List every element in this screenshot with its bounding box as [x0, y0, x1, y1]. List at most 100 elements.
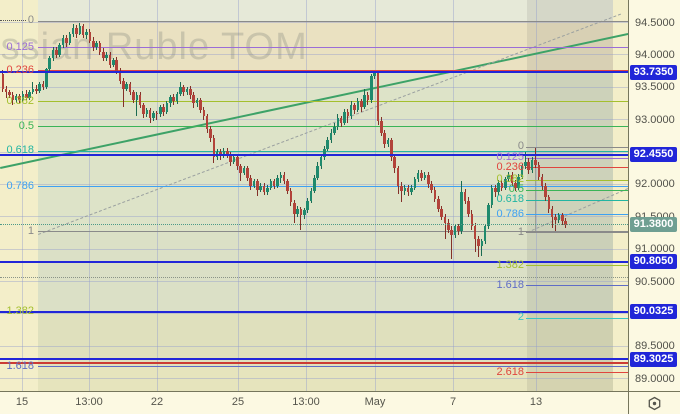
candle-body — [550, 208, 554, 217]
fib-minor-label: 0.125 — [496, 151, 524, 164]
candle-body — [145, 109, 149, 115]
price-level-badge: 90.0325 — [630, 304, 677, 320]
candle-body — [38, 84, 41, 92]
candle-wick — [481, 238, 483, 256]
fib-major-line — [38, 150, 628, 152]
candle-body — [490, 187, 494, 206]
grid-line-horizontal — [0, 54, 628, 56]
candle-body — [292, 202, 296, 214]
axis-settings-corner[interactable] — [629, 392, 680, 414]
fib-minor-label: 2.618 — [496, 365, 524, 378]
candle-body — [225, 150, 229, 156]
candle-body — [148, 109, 152, 119]
candle-body — [416, 172, 420, 180]
grid-line-horizontal — [0, 313, 628, 315]
grid-line-horizontal — [0, 22, 628, 23]
grid-line-vertical — [156, 0, 158, 391]
candle-body — [222, 150, 226, 156]
candle-wick — [136, 92, 138, 117]
fib-major-line — [38, 20, 628, 22]
dotted-price-line — [0, 223, 628, 225]
candle-wick — [374, 71, 376, 80]
candle-body — [142, 105, 145, 115]
price-tick-label: 94.5000 — [635, 16, 675, 29]
candle-body — [497, 183, 500, 193]
candle-body — [229, 155, 232, 162]
candle-body — [343, 111, 346, 123]
candle-body — [547, 197, 551, 209]
candle-body — [530, 159, 534, 171]
candle-body — [51, 49, 55, 59]
settings-hexagon-icon[interactable] — [647, 396, 662, 411]
candle-body — [393, 157, 397, 169]
candle-wick — [32, 82, 34, 95]
grid-line-horizontal — [0, 86, 628, 88]
background-band — [38, 232, 613, 312]
fib-minor-line — [526, 146, 628, 148]
candle-wick — [555, 214, 557, 231]
axis-separator-vertical — [628, 0, 629, 414]
candle-body — [527, 161, 531, 171]
fib-minor-line — [526, 157, 628, 159]
candle-body — [266, 187, 269, 193]
support-resistance-line — [0, 70, 628, 74]
candle-body — [336, 118, 340, 128]
candle-body — [242, 168, 246, 173]
candle-body — [252, 181, 256, 186]
candle-body — [259, 185, 263, 190]
time-axis[interactable]: 15 13:00 22 25 13:00 May 7 13 — [0, 392, 628, 414]
candle-body — [236, 157, 239, 167]
candle-body — [249, 177, 252, 186]
candle-body — [554, 216, 557, 220]
candle-body — [406, 187, 410, 193]
fib-minor-label: 0.786 — [496, 207, 524, 220]
candle-body — [534, 159, 537, 165]
price-axis[interactable]: 94.500094.000093.500093.000092.500092.00… — [629, 0, 680, 391]
candle-body — [403, 187, 407, 191]
candle-body — [122, 80, 125, 89]
candle-wick — [400, 182, 402, 203]
candle-wick — [451, 226, 453, 260]
candle-body — [470, 213, 474, 227]
candle-body — [256, 181, 259, 190]
candle-body — [269, 181, 273, 188]
candle-body — [65, 38, 68, 44]
candle-body — [346, 111, 350, 117]
candle-body — [189, 88, 192, 95]
last-price-badge: 91.3800 — [630, 217, 677, 233]
candle-body — [557, 215, 561, 220]
candle-body — [359, 101, 363, 107]
candle-body — [85, 31, 88, 36]
candle-body — [370, 75, 373, 101]
candle-body — [91, 40, 95, 48]
price-tick-label: 93.5000 — [635, 81, 675, 94]
candle-body — [383, 132, 386, 145]
price-tick-label: 94.0000 — [635, 48, 675, 61]
candle-body — [24, 93, 28, 98]
candle-body — [41, 84, 45, 88]
grid-line-horizontal — [0, 216, 628, 218]
candle-body — [426, 174, 430, 185]
candle-body — [420, 172, 423, 178]
candle-body — [232, 157, 236, 162]
fib-major-label: 0 — [27, 14, 34, 27]
grid-line-vertical — [305, 0, 307, 391]
candle-body — [520, 166, 524, 177]
candle-body — [544, 185, 547, 198]
candle-body — [202, 109, 206, 117]
candle-body — [212, 137, 216, 158]
grid-line-horizontal — [0, 345, 628, 347]
background-band — [38, 21, 613, 71]
candle-body — [185, 88, 189, 93]
candle-body — [95, 43, 98, 48]
candle-body — [71, 27, 75, 35]
candle-body — [11, 95, 15, 101]
chart-plot-area[interactable]: Russian Ruble TOM 00.1250.2360.3820.50.6… — [0, 0, 628, 391]
candle-body — [443, 216, 447, 224]
candle-body — [61, 38, 65, 46]
axis-separator-horizontal — [0, 391, 680, 392]
candle-body — [299, 208, 303, 216]
candle-body — [380, 120, 383, 133]
candle-body — [155, 113, 159, 115]
